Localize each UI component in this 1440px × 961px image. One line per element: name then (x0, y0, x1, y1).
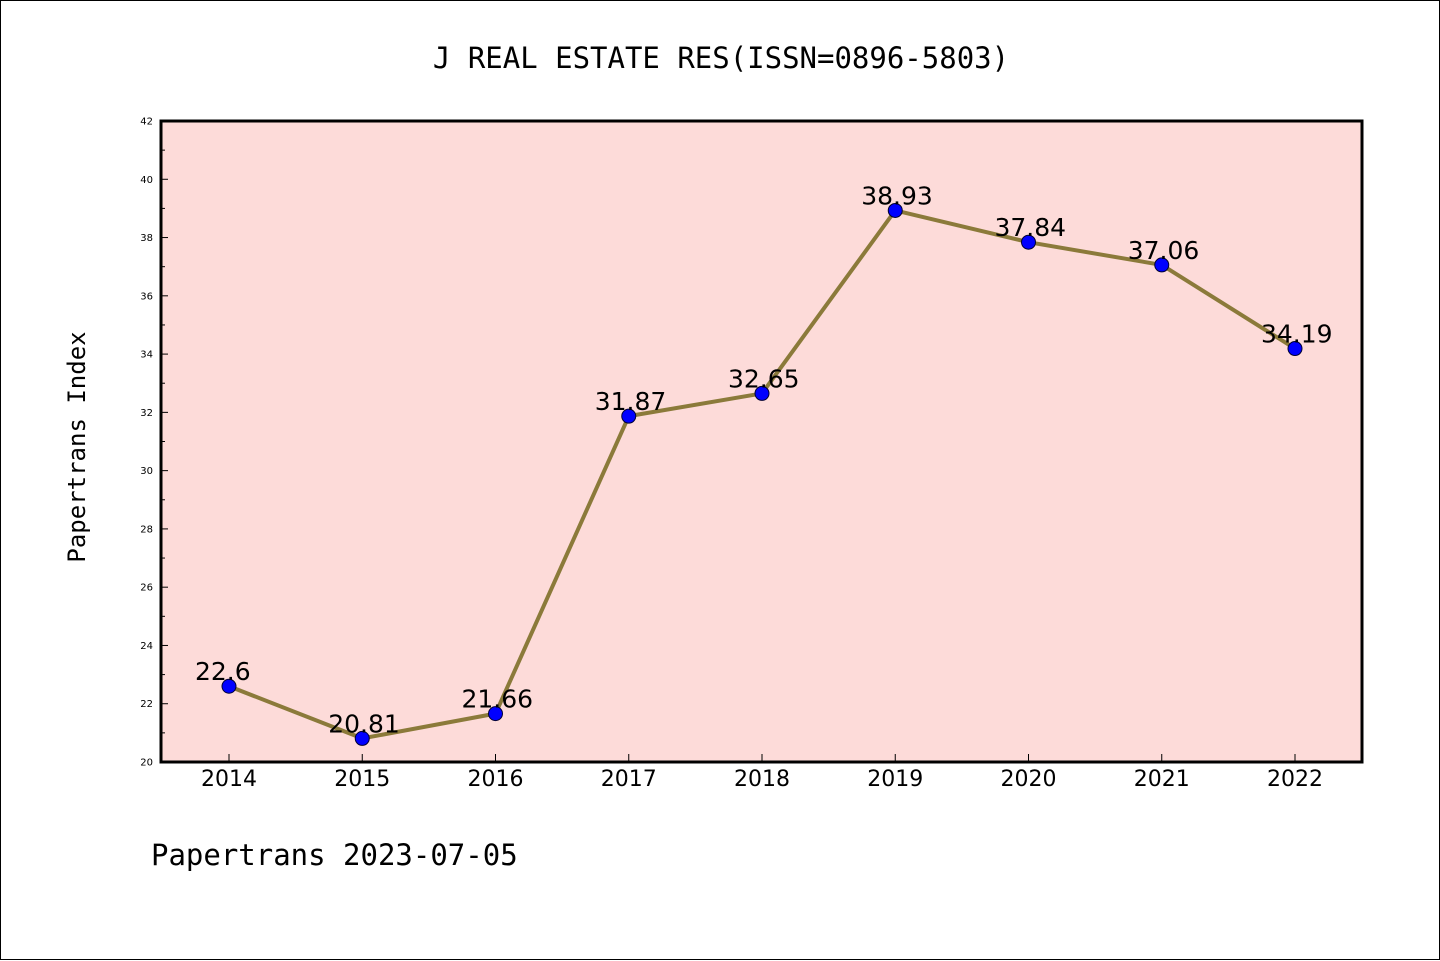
y-tick-label: 32 (140, 408, 153, 419)
chart-title: J REAL ESTATE RES(ISSN=0896-5803) (433, 41, 1009, 75)
y-tick-label: 36 (140, 291, 153, 302)
x-tick-label: 2015 (334, 767, 390, 792)
data-label: 20.81 (328, 709, 400, 738)
y-tick-label: 40 (140, 175, 153, 186)
data-label: 37.06 (1128, 236, 1200, 265)
x-tick-label: 2021 (1134, 767, 1190, 792)
y-axis: 20 22 24 26 28 30 32 34 36 38 40 42 (140, 117, 168, 769)
plot-area (161, 121, 1362, 762)
x-tick-label: 2014 (201, 767, 257, 792)
y-tick-label: 26 (140, 583, 153, 594)
data-point (754, 385, 770, 401)
y-tick-label: 22 (140, 699, 153, 710)
x-tick-label: 2016 (468, 767, 524, 792)
data-point (221, 678, 237, 694)
data-point (621, 408, 637, 424)
data-label: 32.65 (728, 364, 800, 393)
data-point (488, 706, 503, 722)
data-label: 37.84 (995, 213, 1067, 242)
data-label: 21.66 (462, 685, 534, 714)
data-point (1287, 341, 1303, 357)
data-point (887, 202, 903, 218)
data-point (1021, 234, 1036, 250)
data-point (354, 730, 370, 746)
y-tick-label: 20 (140, 758, 153, 769)
x-axis: 2014 2015 2016 2017 2018 2019 2020 2021 2022 (201, 754, 1323, 792)
footer-text: Papertrans 2023-07-05 (151, 838, 518, 872)
plot-border (159, 119, 1364, 764)
data-label: 31.87 (595, 387, 667, 416)
data-label: 38.93 (861, 181, 933, 210)
y-tick-label: 24 (140, 641, 153, 652)
data-labels: 22.6 20.81 21.66 31.87 32.65 38.93 37.84 37.06 3… (195, 181, 1333, 738)
data-label: 22.6 (195, 657, 251, 686)
y-tick-label: 38 (140, 233, 153, 244)
x-tick-label: 2017 (601, 767, 657, 792)
series-markers (221, 202, 1303, 746)
y-tick-label: 42 (140, 117, 153, 128)
y-tick-label: 34 (140, 350, 153, 361)
x-tick-label: 2018 (734, 767, 790, 792)
x-tick-label: 2022 (1267, 767, 1323, 792)
x-tick-label: 2019 (867, 767, 923, 792)
y-axis-label: Papertrans Index (63, 331, 91, 562)
y-tick-label: 30 (140, 466, 153, 477)
y-tick-label: 28 (140, 524, 153, 535)
x-tick-label: 2020 (1001, 767, 1057, 792)
data-label: 34.19 (1261, 320, 1333, 349)
data-point (1154, 257, 1170, 273)
